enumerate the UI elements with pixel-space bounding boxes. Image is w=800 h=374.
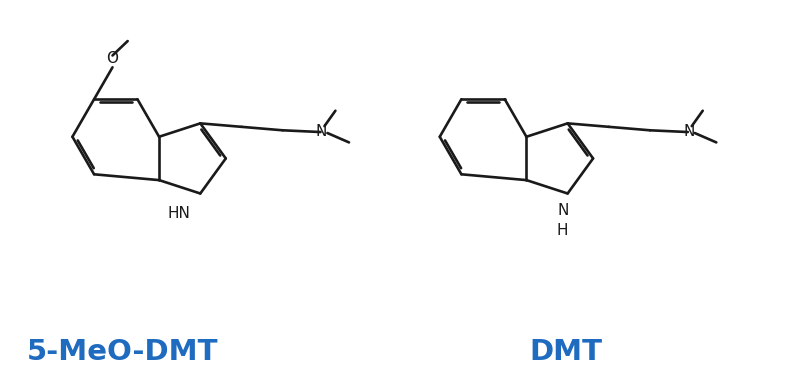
Text: DMT: DMT — [530, 337, 602, 365]
Text: N: N — [557, 203, 568, 218]
Text: 5-MeO-DMT: 5-MeO-DMT — [27, 337, 218, 365]
Text: N: N — [683, 123, 694, 138]
Text: O: O — [106, 51, 118, 66]
Text: HN: HN — [167, 206, 190, 221]
Text: N: N — [316, 123, 327, 138]
Text: H: H — [557, 223, 569, 238]
